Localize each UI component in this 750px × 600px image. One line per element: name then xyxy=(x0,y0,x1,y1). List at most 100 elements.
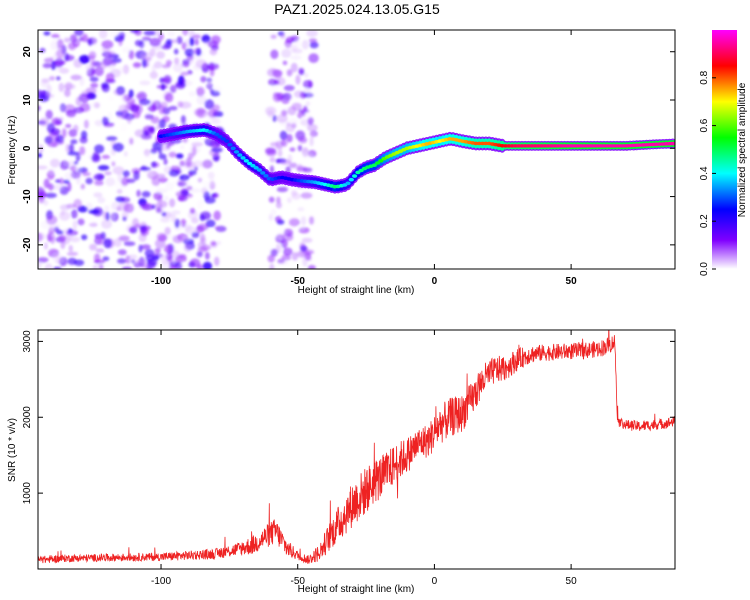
spectrogram-noise-blob xyxy=(108,210,115,221)
spectrogram-noise-blob xyxy=(279,130,288,141)
spectrogram-noise-blob xyxy=(67,257,77,265)
spectrogram-noise-blob xyxy=(289,147,296,152)
spectrogram-noise-blob xyxy=(90,82,99,89)
spectrogram-noise-layer xyxy=(38,30,319,269)
spectrogram-noise-blob xyxy=(269,165,275,175)
spectrogram-noise-blob xyxy=(161,64,171,69)
spectrogram-noise-blob xyxy=(111,57,122,63)
spectrogram-noise-blob xyxy=(182,30,189,36)
spectrogram-ridge-core xyxy=(256,168,263,172)
spectrogram-noise-blob xyxy=(164,195,169,201)
spectrogram-noise-blob xyxy=(76,175,81,185)
spectrogram-noise-blob xyxy=(297,112,303,119)
spectrogram-noise-blob xyxy=(201,187,208,195)
spectrogram-noise-blob xyxy=(276,196,281,204)
spectrogram-ridge-core xyxy=(253,166,259,170)
spectrogram-noise-blob xyxy=(58,234,67,242)
snr-x-tick-label: -50 xyxy=(290,576,305,587)
spectrogram-noise-blob xyxy=(282,247,293,256)
spectrogram-noise-blob xyxy=(146,258,158,267)
colorbar-tick-label: 0.4 xyxy=(699,166,710,180)
spectrogram-noise-blob xyxy=(204,251,210,260)
spectrogram-noise-blob xyxy=(282,95,294,101)
spectrogram-noise-blob xyxy=(101,116,110,126)
spectrogram-noise-blob xyxy=(308,38,317,43)
spectrogram-noise-blob xyxy=(85,202,93,212)
spectrogram-noise-blob xyxy=(171,210,181,215)
spectrogram-noise-blob xyxy=(94,144,105,154)
spectrogram-noise-blob xyxy=(139,80,151,86)
spectrogram-noise-blob xyxy=(308,216,315,225)
spectrogram-noise-blob xyxy=(199,233,206,243)
spectrogram-noise-blob xyxy=(308,53,319,64)
spectrogram-noise-blob xyxy=(290,35,299,43)
spectrogram-noise-blob xyxy=(118,235,130,242)
spectrogram-noise-blob xyxy=(46,215,58,225)
spectrogram-noise-blob xyxy=(43,199,49,206)
spectrogram-noise-blob xyxy=(91,38,98,46)
spectrogram-noise-blob xyxy=(45,93,55,98)
spectrogram-noise-blob xyxy=(195,59,207,69)
spectrogram-ridge-core xyxy=(233,150,240,154)
spectrogram-ridge-core xyxy=(345,181,351,186)
spectrogram-noise-blob xyxy=(47,167,56,174)
spectrogram-noise-blob xyxy=(89,243,98,251)
spectrogram-noise-blob xyxy=(98,30,108,39)
snr-x-tick-label: 50 xyxy=(566,576,578,587)
spectrogram-noise-blob xyxy=(38,105,41,112)
spectrogram-noise-blob xyxy=(168,169,180,177)
spectrogram-noise-blob xyxy=(144,114,154,120)
spectrogram-ridge-core xyxy=(351,174,358,178)
spectrogram-noise-blob xyxy=(65,109,77,118)
spectrogram-noise-blob xyxy=(75,163,82,173)
spectrogram-noise-blob xyxy=(128,49,135,60)
spectrogram-noise-blob xyxy=(72,220,78,231)
spectrogram-noise-blob xyxy=(82,33,88,43)
spectrogram-noise-blob xyxy=(268,213,274,221)
spectrogram-noise-blob xyxy=(268,78,278,86)
spectrogram-noise-blob xyxy=(194,166,199,171)
spectrogram-noise-blob xyxy=(38,257,49,263)
spectrogram-noise-blob xyxy=(59,204,71,211)
spectrogram-noise-blob xyxy=(100,231,106,240)
spectrogram-noise-blob xyxy=(68,143,75,153)
spectrogram-noise-blob xyxy=(309,41,319,49)
spectrogram-noise-blob xyxy=(177,101,184,108)
spectrogram-noise-blob xyxy=(41,78,51,83)
spectrogram-noise-blob xyxy=(269,156,276,163)
spectrogram-noise-blob xyxy=(174,218,180,229)
spectrogram-noise-blob xyxy=(135,93,146,99)
spectrogram-ridge-core xyxy=(220,137,226,141)
spectrogram-noise-blob xyxy=(299,242,306,251)
colorbar-gradient xyxy=(712,30,737,269)
spectrogram-noise-blob xyxy=(59,116,64,122)
spectrogram-noise-blob xyxy=(269,263,275,269)
spectrogram-ridge-core xyxy=(224,139,230,143)
spectrogram-noise-blob xyxy=(142,125,155,135)
spectrogram-noise-blob xyxy=(165,182,174,191)
spectrogram-noise-blob xyxy=(189,258,201,268)
spectrogram-noise-blob xyxy=(280,260,289,265)
spectrogram-noise-blob xyxy=(298,137,308,144)
spectrogram-noise-blob xyxy=(268,196,275,203)
spectrogram-noise-blob xyxy=(56,49,65,59)
spectrogram-noise-blob xyxy=(68,244,73,252)
spectrogram-noise-blob xyxy=(79,136,88,144)
spectrogram-noise-blob xyxy=(168,264,177,269)
spectrogram-noise-blob xyxy=(308,80,313,89)
spectrogram-y-tick-label: -10 xyxy=(22,189,33,204)
spectrogram-x-tick-label: 50 xyxy=(566,276,578,287)
spectrogram-noise-blob xyxy=(56,76,61,81)
spectrogram-noise-blob xyxy=(156,51,165,59)
spectrogram-noise-blob xyxy=(93,259,105,265)
spectrogram-x-ticks: -100 -50 0 50 xyxy=(151,30,577,287)
spectrogram-noise-blob xyxy=(97,196,106,204)
spectrogram-noise-blob xyxy=(43,242,48,250)
spectrogram-noise-blob xyxy=(307,92,315,100)
spectrogram-noise-blob xyxy=(275,231,287,240)
spectrogram-noise-blob xyxy=(117,249,127,256)
spectrogram-noise-blob xyxy=(73,106,85,114)
spectrogram-noise-blob xyxy=(79,57,90,64)
spectrogram-noise-blob xyxy=(51,33,60,39)
